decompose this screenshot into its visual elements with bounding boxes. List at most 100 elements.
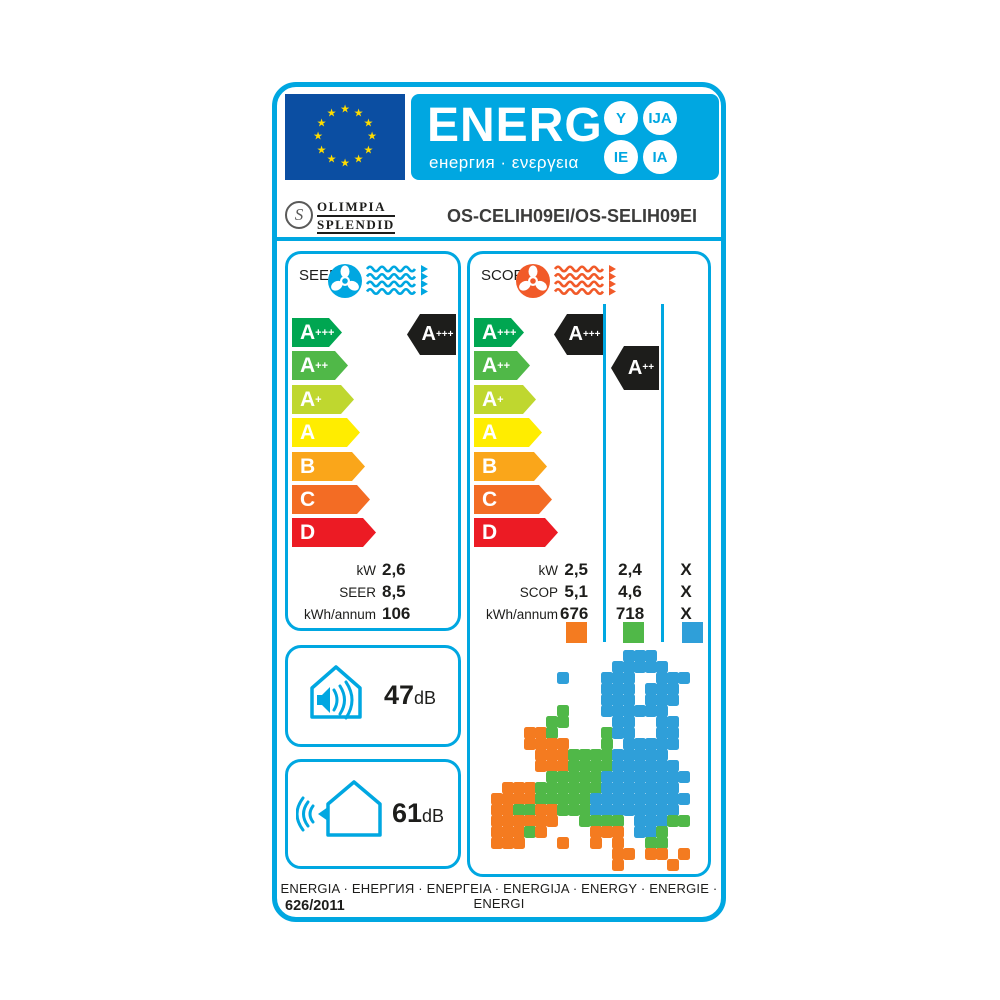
- class-arrow-A: A: [474, 418, 542, 447]
- scop-title: SCOP: [481, 267, 524, 284]
- map-cell: [623, 738, 635, 750]
- map-cell: [579, 815, 591, 827]
- average-zone-swatch: [623, 622, 644, 643]
- map-cell: [579, 749, 591, 761]
- map-cell: [601, 738, 613, 750]
- map-cell: [612, 705, 624, 717]
- map-cell: [601, 826, 613, 838]
- map-cell: [579, 793, 591, 805]
- map-cell: [623, 782, 635, 794]
- map-cell: [667, 815, 679, 827]
- map-cell: [623, 804, 635, 816]
- map-cell: [513, 815, 525, 827]
- map-cell: [645, 826, 657, 838]
- map-cell: [601, 672, 613, 684]
- map-cell: [656, 815, 668, 827]
- map-cell: [524, 782, 536, 794]
- map-cell: [590, 782, 602, 794]
- map-cell: [601, 782, 613, 794]
- eu-star-icon: ★: [340, 103, 350, 116]
- map-cell: [656, 738, 668, 750]
- map-cell: [656, 749, 668, 761]
- map-cell: [623, 672, 635, 684]
- map-cell: [601, 683, 613, 695]
- cooling-fan-icon: [328, 264, 428, 298]
- map-cell: [546, 738, 558, 750]
- class-arrow-A+++: A +++: [292, 318, 342, 347]
- map-cell: [546, 815, 558, 827]
- map-cell: [557, 771, 569, 783]
- map-cell: [524, 738, 536, 750]
- map-cell: [579, 771, 591, 783]
- map-cell: [667, 694, 679, 706]
- climate-zone-divider-1: [603, 304, 606, 642]
- map-cell: [667, 760, 679, 772]
- map-cell: [634, 661, 646, 673]
- map-cell: [623, 749, 635, 761]
- map-cell: [656, 837, 668, 849]
- eu-star-icon: ★: [353, 153, 364, 166]
- map-cell: [590, 826, 602, 838]
- map-cell: [546, 771, 558, 783]
- map-cell: [590, 760, 602, 772]
- map-cell: [601, 804, 613, 816]
- map-cell: [612, 749, 624, 761]
- energy-label: ★ ★ ★ ★ ★ ★ ★ ★ ★ ★ ★ ★ ENERG енергия · ενεργεια Y …: [272, 82, 726, 922]
- map-cell: [557, 760, 569, 772]
- map-cell: [667, 859, 679, 871]
- map-cell: [634, 793, 646, 805]
- warmer-zone-swatch: [566, 622, 587, 643]
- map-cell: [535, 793, 547, 805]
- map-cell: [656, 694, 668, 706]
- eu-star-icon: ★: [326, 153, 337, 166]
- eu-star-icon: ★: [363, 117, 374, 129]
- scop-rating-arrow-colder: A ++: [611, 346, 659, 390]
- language-badge-ie: IE: [604, 140, 638, 174]
- heating-fan-icon: [516, 264, 616, 298]
- map-cell: [557, 804, 569, 816]
- map-cell: [678, 848, 690, 860]
- map-cell: [678, 771, 690, 783]
- map-cell: [645, 738, 657, 750]
- energy-word-languages: ENERGIA · ЕНЕРГИЯ · ENEPΓEIA · ENERGIJA …: [280, 881, 718, 911]
- map-cell: [612, 848, 624, 860]
- header-divider: [277, 237, 721, 241]
- map-cell: [678, 815, 690, 827]
- map-cell: [601, 694, 613, 706]
- map-cell: [568, 749, 580, 761]
- map-cell: [535, 782, 547, 794]
- map-cell: [524, 826, 536, 838]
- map-cell: [535, 826, 547, 838]
- map-cell: [634, 782, 646, 794]
- indoor-noise-section: 47dB: [285, 645, 461, 747]
- map-cell: [656, 705, 668, 717]
- map-cell: [557, 705, 569, 717]
- map-cell: [645, 793, 657, 805]
- map-cell: [491, 804, 503, 816]
- map-cell: [557, 782, 569, 794]
- map-cell: [612, 804, 624, 816]
- outdoor-noise-value: 61dB: [392, 798, 445, 828]
- map-cell: [634, 804, 646, 816]
- map-cell: [546, 760, 558, 772]
- map-cell: [656, 793, 668, 805]
- map-cell: [667, 782, 679, 794]
- eu-star-icon: ★: [316, 144, 327, 156]
- map-cell: [645, 650, 657, 662]
- map-cell: [579, 782, 591, 794]
- map-cell: [612, 859, 624, 871]
- map-cell: [623, 694, 635, 706]
- map-cell: [656, 771, 668, 783]
- map-cell: [612, 661, 624, 673]
- olimpia-logo-icon: S: [285, 201, 313, 229]
- eu-star-icon: ★: [353, 107, 364, 120]
- map-cell: [623, 727, 635, 739]
- map-cell: [645, 661, 657, 673]
- class-arrow-C: C: [292, 485, 370, 514]
- map-cell: [623, 650, 635, 662]
- map-cell: [634, 815, 646, 827]
- language-badge-ia: IA: [643, 140, 677, 174]
- map-cell: [513, 782, 525, 794]
- eu-star-icon: ★: [340, 157, 350, 170]
- map-cell: [667, 683, 679, 695]
